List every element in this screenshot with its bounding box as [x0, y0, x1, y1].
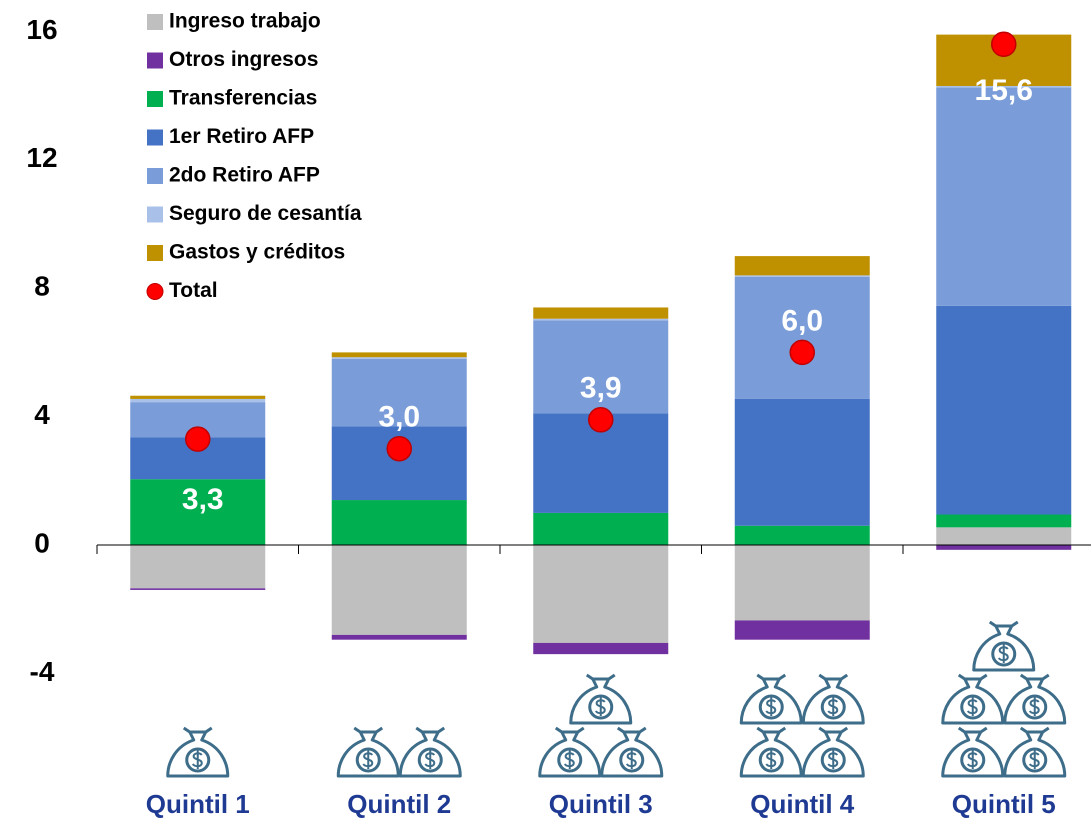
bar-segment	[331, 634, 467, 640]
total-dot	[185, 426, 211, 452]
legend-label: Gastos y créditos	[169, 241, 345, 264]
bar-segment	[331, 500, 467, 545]
bar-segment	[936, 305, 1072, 515]
legend-label: Ingreso trabajo	[169, 10, 321, 33]
bar-segment	[331, 358, 467, 427]
legend-swatch	[147, 245, 163, 261]
bar-segment	[936, 514, 1072, 528]
legend-label: Total	[169, 279, 218, 302]
bar-segment	[533, 307, 669, 319]
bag-symbol	[1028, 697, 1040, 716]
bag-symbol	[594, 697, 606, 716]
bag-symbol	[563, 750, 575, 769]
money-bag-icon	[739, 726, 803, 778]
bag-symbol	[827, 697, 839, 716]
money-bag-icon	[398, 726, 462, 778]
y-tick-label: -4	[30, 656, 55, 687]
legend-swatch	[147, 14, 163, 30]
money-bag-icon	[972, 620, 1036, 672]
bar-segment	[734, 398, 870, 526]
total-label: 3,3	[182, 483, 224, 516]
legend-swatch	[147, 52, 163, 69]
money-bag-icon	[941, 726, 1005, 778]
bar-segment	[331, 352, 467, 358]
legend-label: Transferencias	[169, 87, 317, 110]
money-bag-icon	[336, 726, 400, 778]
legend-swatch	[147, 206, 163, 223]
money-bag-icon	[801, 726, 865, 778]
money-bag-icon	[569, 673, 633, 725]
money-bag-icon	[801, 673, 865, 725]
bag-symbol	[765, 750, 777, 769]
y-tick-label: 4	[34, 399, 50, 430]
bag-symbol	[424, 750, 436, 769]
bar-segment	[533, 642, 669, 655]
bag-symbol	[966, 750, 978, 769]
x-tick-label: Quintil 3	[549, 789, 653, 819]
bag-symbol	[765, 697, 777, 716]
bag-symbol	[997, 644, 1009, 663]
bar-segment	[734, 275, 870, 277]
bar-segment	[130, 395, 266, 399]
bar-segment	[734, 545, 870, 621]
bar-segment	[936, 545, 1072, 550]
legend-label: Seguro de cesantía	[169, 202, 362, 225]
money-bag-icon	[166, 726, 230, 778]
bar-segment	[936, 87, 1072, 306]
bar-segment	[331, 357, 467, 359]
bar-segment	[734, 256, 870, 276]
bar-segment	[936, 85, 1072, 88]
x-tick-label: Quintil 4	[750, 789, 855, 819]
legend-label: 2do Retiro AFP	[169, 164, 320, 187]
legend-swatch	[147, 91, 163, 107]
total-label: 3,9	[580, 372, 622, 405]
bar-segment	[734, 276, 870, 399]
x-tick-label: Quintil 1	[146, 789, 250, 819]
money-bag-icon	[941, 673, 1005, 725]
bag-symbol	[191, 750, 203, 769]
bar-segment	[130, 588, 266, 590]
bar-segment	[936, 527, 1072, 545]
bar-segment	[130, 398, 266, 403]
money-bag-icon	[739, 673, 803, 725]
y-tick-label: 8	[34, 271, 50, 302]
total-dot	[386, 435, 412, 462]
legend-swatch	[147, 168, 163, 184]
legend-label: Otros ingresos	[169, 48, 318, 71]
legend-swatch	[147, 129, 163, 146]
bag-symbol	[1028, 750, 1040, 769]
money-bag-icon	[1003, 673, 1067, 725]
total-dot	[789, 339, 815, 366]
bar-segment	[734, 620, 870, 640]
bag-symbol	[625, 750, 637, 769]
money-bag-icon	[1003, 726, 1067, 778]
legend-label: 1er Retiro AFP	[169, 125, 314, 148]
bar-segment	[130, 545, 266, 589]
bag-symbol	[827, 750, 839, 769]
bar-segment	[331, 545, 467, 635]
bar-segment	[533, 320, 669, 414]
money-bag-icon	[600, 726, 664, 778]
bar-segment	[130, 479, 266, 545]
total-dot	[588, 407, 614, 433]
bar-segment	[533, 512, 669, 545]
total-label: 3,0	[378, 401, 420, 434]
bar-segment	[533, 545, 669, 643]
total-label: 15,6	[975, 74, 1033, 107]
bag-symbol	[966, 697, 978, 716]
bag-symbol	[362, 750, 374, 769]
y-tick-label: 0	[34, 527, 50, 558]
bar-segment	[533, 318, 669, 321]
bar-segment	[734, 525, 870, 545]
x-tick-label: Quintil 5	[952, 789, 1056, 819]
total-label: 6,0	[781, 304, 823, 337]
y-tick-label: 16	[26, 14, 57, 45]
legend-marker	[146, 283, 164, 300]
total-dot	[991, 31, 1017, 57]
money-bag-icon	[538, 726, 602, 778]
x-tick-label: Quintil 2	[347, 789, 451, 819]
y-tick-label: 12	[26, 142, 57, 173]
